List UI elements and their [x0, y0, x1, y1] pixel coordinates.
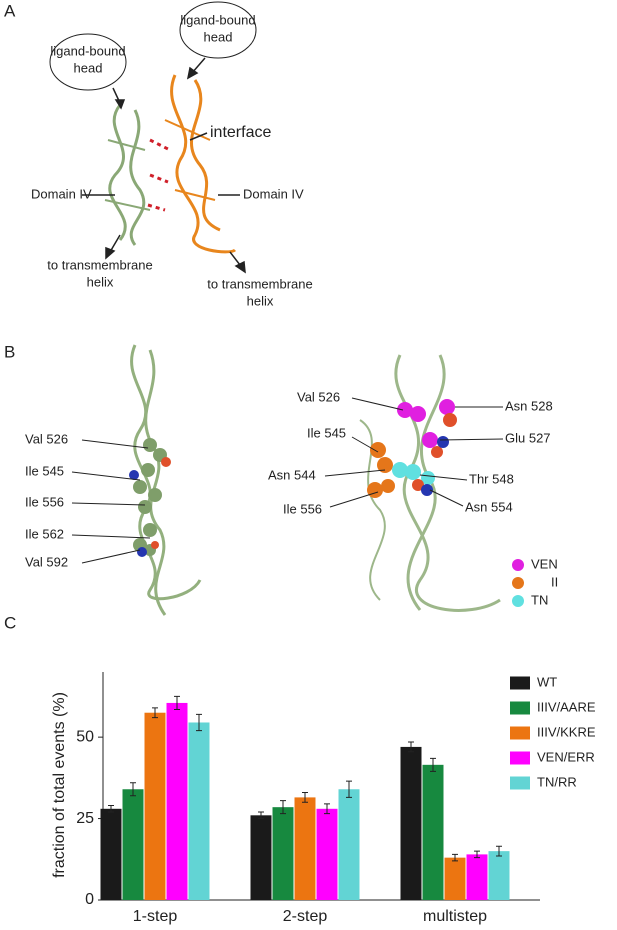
label: ligand-bound [180, 12, 255, 27]
label: Glu 527 [505, 430, 551, 445]
bar [338, 789, 360, 900]
label: head [204, 29, 233, 44]
label: Ile 545 [307, 425, 346, 440]
bar [272, 807, 294, 900]
y-tick-label: 0 [85, 891, 94, 908]
label: interface [210, 124, 271, 141]
bar [122, 789, 144, 900]
bar [488, 851, 510, 900]
arrows [82, 57, 246, 274]
legend-swatch [512, 577, 524, 589]
legend-label: IIIV/KKRE [537, 724, 596, 739]
label: head [74, 60, 103, 75]
error-bar [152, 707, 158, 719]
error-bar [108, 805, 114, 813]
callout [49, 33, 127, 91]
legend-label: II [551, 574, 558, 589]
label: Asn 528 [505, 398, 553, 413]
error-bar [280, 800, 286, 815]
panel-letter: C [4, 613, 16, 632]
legend-label: TN [531, 592, 548, 607]
error-bar [196, 713, 202, 732]
label: Ile 562 [25, 526, 64, 541]
label: Domain IV [243, 186, 304, 201]
bar [444, 857, 466, 900]
error-bar [430, 757, 436, 772]
error-bar [452, 853, 458, 862]
label: Domain IV [31, 186, 92, 201]
label: ligand-bound [50, 43, 125, 58]
legend-swatch [510, 776, 530, 790]
bar [100, 808, 122, 900]
legend-swatch [510, 701, 530, 715]
legend-label: VEN [531, 556, 558, 571]
bar [294, 797, 316, 900]
bar [188, 722, 210, 900]
x-tick-label: multistep [423, 908, 487, 925]
legend-swatch [510, 676, 530, 690]
label: Asn 554 [465, 499, 513, 514]
y-axis-label: fraction of total events (%) [51, 692, 68, 878]
error-bar [496, 845, 502, 857]
protein-right [164, 74, 237, 254]
label: Val 526 [25, 431, 68, 446]
label: Ile 545 [25, 463, 64, 478]
legend-swatch [510, 726, 530, 740]
panel-letter: A [4, 1, 16, 20]
leader-lines [71, 439, 151, 564]
label: Val 526 [297, 389, 340, 404]
bar [400, 746, 422, 900]
bar [422, 764, 444, 900]
error-bar [130, 782, 136, 797]
callout [179, 1, 257, 59]
label: Ile 556 [283, 501, 322, 516]
error-bar [408, 741, 414, 753]
bar [250, 815, 272, 900]
label: Val 592 [25, 554, 68, 569]
x-tick-label: 1-step [133, 908, 178, 925]
protein-left [104, 104, 151, 246]
x-tick-label: 2-step [283, 908, 328, 925]
bar [316, 808, 338, 900]
bar [466, 854, 488, 900]
legend-label: WT [537, 674, 557, 689]
error-bar [474, 850, 480, 859]
protein-b-left [130, 344, 202, 616]
label: Thr 548 [469, 471, 514, 486]
spheres-b-right [367, 399, 457, 498]
legend-swatch [512, 559, 524, 571]
panel-letter: B [4, 342, 15, 361]
bar [144, 712, 166, 900]
y-tick-label: 50 [76, 728, 94, 745]
legend-label: IIIV/AARE [537, 699, 596, 714]
legend-swatch [510, 751, 530, 765]
legend-swatch [512, 595, 524, 607]
error-bar [324, 803, 330, 815]
error-bar [302, 792, 308, 803]
label: Asn 544 [268, 467, 316, 482]
label: helix [87, 274, 114, 289]
interface-contacts [147, 138, 171, 212]
error-bar [346, 780, 352, 798]
label: Ile 556 [25, 494, 64, 509]
leader-lines [324, 397, 504, 508]
y-tick-label: 25 [76, 810, 94, 827]
label: to transmembrane [207, 276, 313, 291]
legend-label: TN/RR [537, 774, 577, 789]
error-bar [174, 695, 180, 710]
bar [166, 702, 188, 900]
error-bar [258, 811, 264, 820]
label: helix [247, 293, 274, 308]
legend-label: VEN/ERR [537, 749, 595, 764]
label: to transmembrane [47, 257, 153, 272]
spheres-b-left [129, 438, 171, 557]
